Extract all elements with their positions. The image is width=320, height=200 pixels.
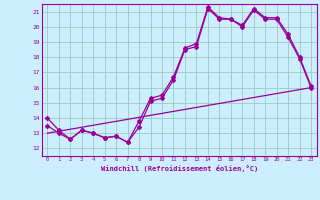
X-axis label: Windchill (Refroidissement éolien,°C): Windchill (Refroidissement éolien,°C) bbox=[100, 165, 258, 172]
